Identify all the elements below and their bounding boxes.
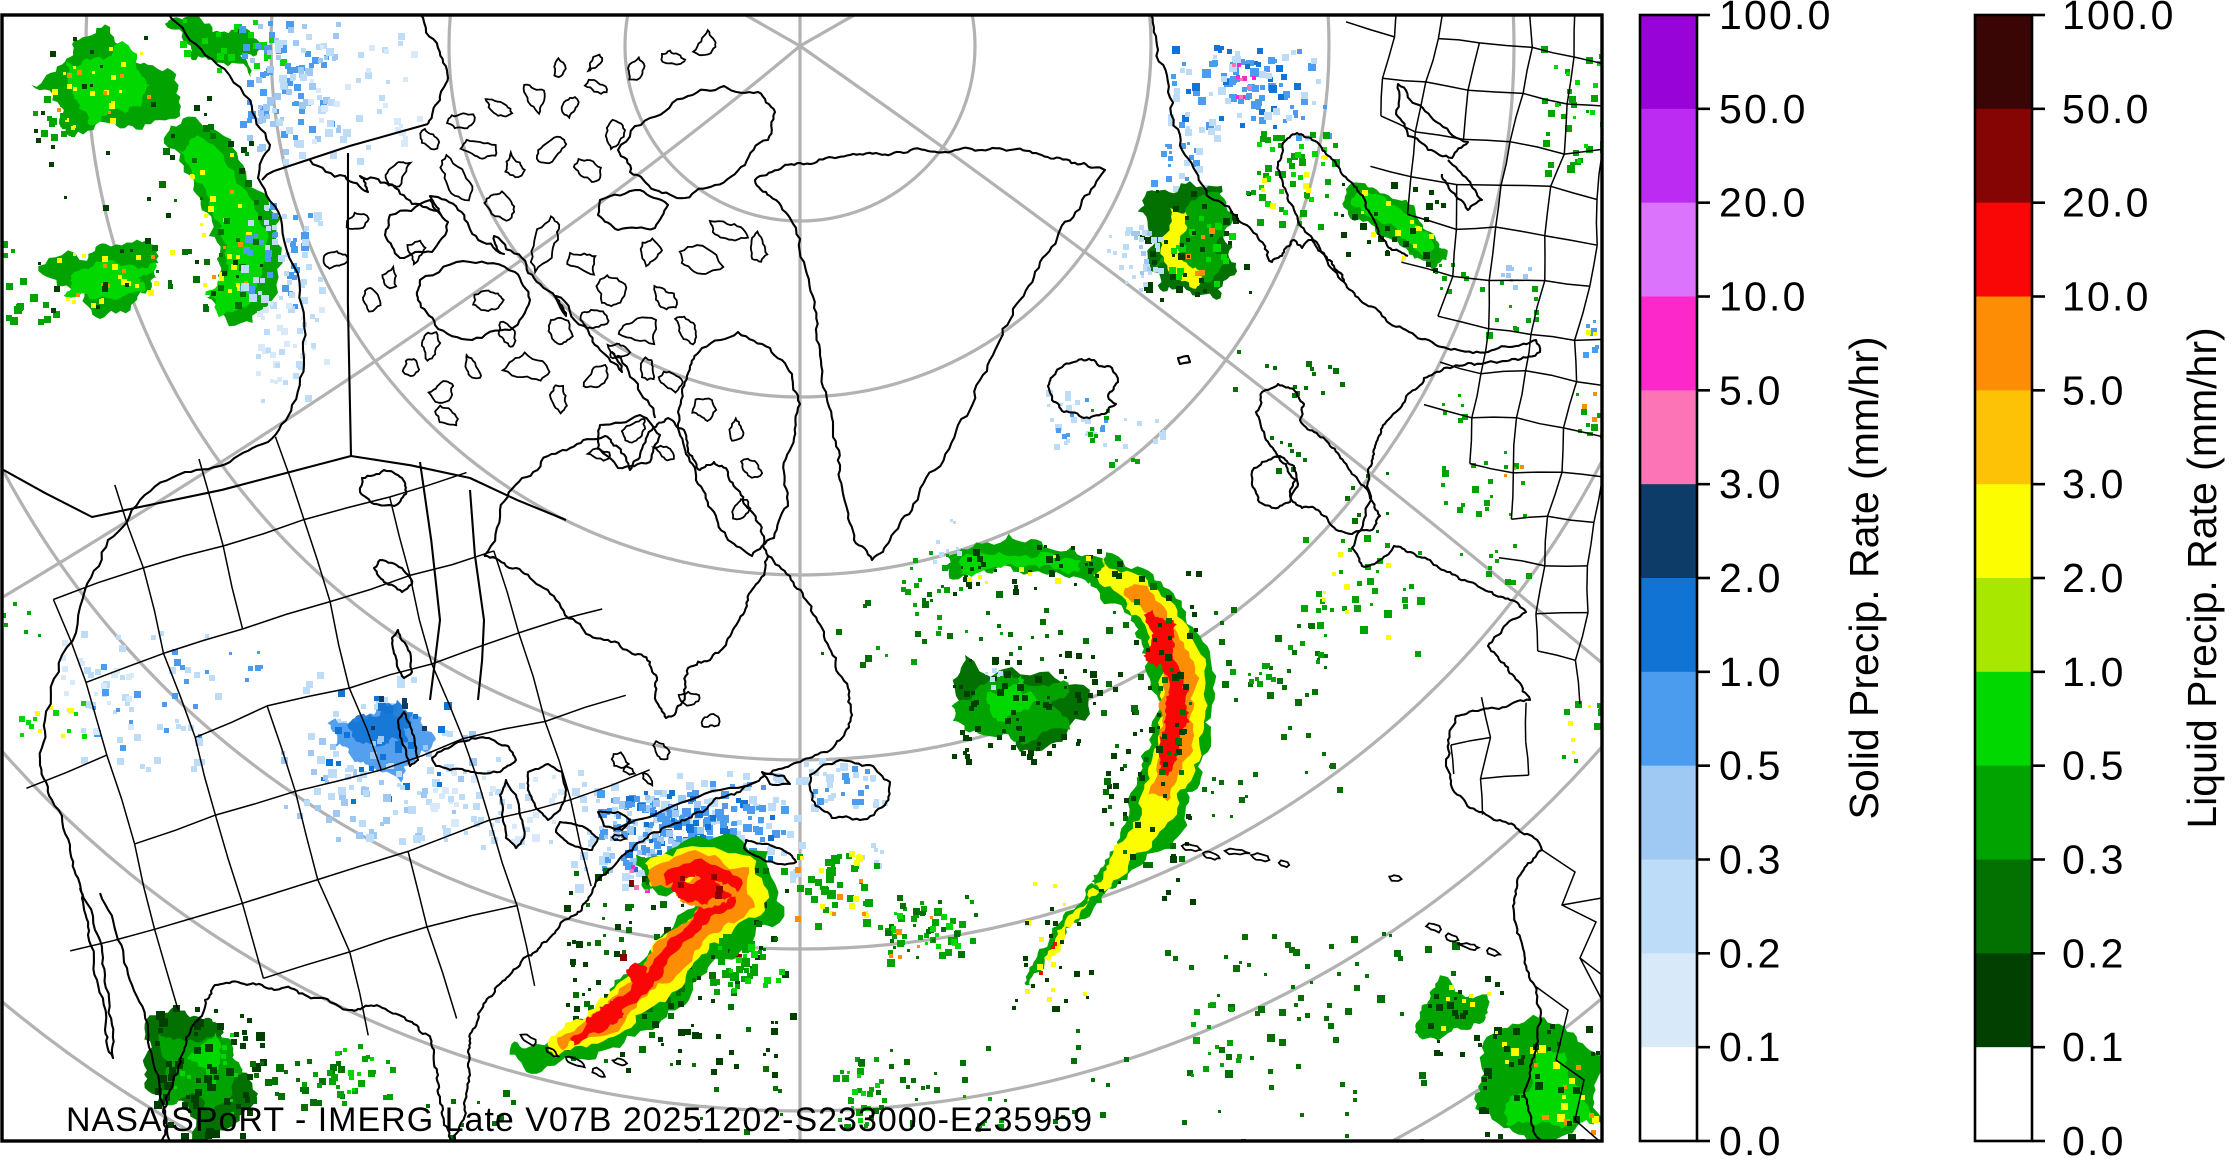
- svg-text:NASA SPoRT - IMERG Late V07B 2: NASA SPoRT - IMERG Late V07B 20251202-S2…: [66, 1101, 1093, 1139]
- svg-text:Solid Precip. Rate (mm/hr): Solid Precip. Rate (mm/hr): [1841, 336, 1887, 819]
- svg-text:0.3: 0.3: [2062, 837, 2126, 883]
- svg-text:3.0: 3.0: [2062, 461, 2126, 507]
- svg-text:2.0: 2.0: [1719, 555, 1783, 601]
- svg-text:50.0: 50.0: [2062, 86, 2151, 132]
- svg-text:0.2: 0.2: [2062, 930, 2126, 976]
- svg-text:10.0: 10.0: [1719, 274, 1808, 320]
- svg-text:2.0: 2.0: [2062, 555, 2126, 601]
- svg-text:3.0: 3.0: [1719, 461, 1783, 507]
- svg-text:5.0: 5.0: [1719, 367, 1783, 413]
- svg-text:50.0: 50.0: [1719, 86, 1808, 132]
- svg-text:20.0: 20.0: [1719, 180, 1808, 226]
- svg-text:1.0: 1.0: [1719, 649, 1783, 695]
- svg-text:0.1: 0.1: [2062, 1024, 2126, 1070]
- svg-text:0.5: 0.5: [2062, 743, 2126, 789]
- svg-text:5.0: 5.0: [2062, 367, 2126, 413]
- svg-text:0.2: 0.2: [1719, 930, 1783, 976]
- svg-text:20.0: 20.0: [2062, 180, 2151, 226]
- svg-text:Liquid Precip. Rate (mm/hr): Liquid Precip. Rate (mm/hr): [2179, 327, 2225, 828]
- svg-text:0.1: 0.1: [1719, 1024, 1783, 1070]
- svg-text:0.0: 0.0: [2062, 1118, 2126, 1164]
- svg-text:0.0: 0.0: [1719, 1118, 1783, 1164]
- svg-text:0.3: 0.3: [1719, 837, 1783, 883]
- svg-text:10.0: 10.0: [2062, 274, 2151, 320]
- svg-text:100.0: 100.0: [1719, 0, 1833, 38]
- svg-text:100.0: 100.0: [2062, 0, 2176, 38]
- svg-text:1.0: 1.0: [2062, 649, 2126, 695]
- svg-text:0.5: 0.5: [1719, 743, 1783, 789]
